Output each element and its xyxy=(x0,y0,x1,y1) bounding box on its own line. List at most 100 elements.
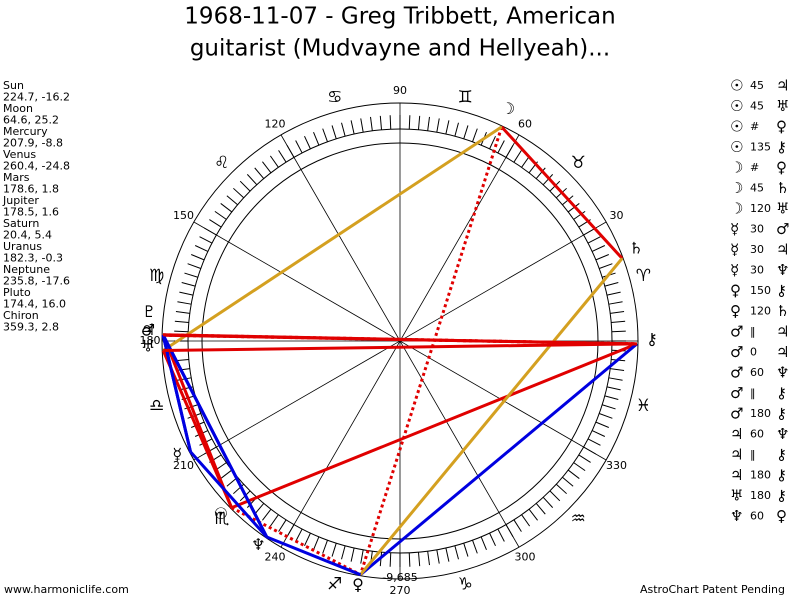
aspect-type: 60 xyxy=(750,510,764,523)
degree-label: 90 xyxy=(393,84,407,97)
planet-name: Jupiter xyxy=(2,194,39,207)
aspect-line xyxy=(359,126,504,576)
degree-tick xyxy=(341,122,346,137)
zodiac-sign: ♊ xyxy=(458,88,473,108)
zodiac-sign: ♓ xyxy=(636,396,651,416)
aspect-type: 120 xyxy=(750,305,771,318)
zodiac-sign: ♏ xyxy=(214,509,229,529)
planet-glyph: ⚷ xyxy=(646,330,658,349)
aspect-from: ♃ xyxy=(730,466,743,484)
aspect-line xyxy=(162,125,503,352)
aspect-to: ♆ xyxy=(776,364,789,382)
degree-label: 60 xyxy=(518,117,532,130)
aspect-to: ♅ xyxy=(776,97,789,115)
degree-tick xyxy=(246,174,258,186)
aspect-type: 45 xyxy=(750,100,764,113)
aspect-line xyxy=(500,125,624,260)
footer-link[interactable]: www.harmoniclife.com xyxy=(4,583,129,596)
aspect-to: ♃ xyxy=(776,343,789,361)
degree-tick xyxy=(604,395,619,400)
aspect-to: ⚷ xyxy=(776,487,787,505)
aspect-to: ♃ xyxy=(776,241,789,259)
aspect-type: 30 xyxy=(750,264,764,277)
degree-tick xyxy=(313,132,320,146)
degree-tick xyxy=(350,120,355,135)
aspect-type: ‖ xyxy=(750,448,756,461)
aspect-type: 0 xyxy=(750,346,757,359)
planet-name: Venus xyxy=(3,148,36,161)
planet-glyph: ♃ xyxy=(141,320,155,339)
degree-tick xyxy=(220,203,233,213)
degree-tick xyxy=(174,320,189,324)
aspect-from: ♀ xyxy=(730,302,741,320)
aspect-from: ☿ xyxy=(730,220,739,238)
aspect-type: 30 xyxy=(750,223,764,236)
degree-tick xyxy=(528,508,538,521)
aspect-to: ♆ xyxy=(776,425,789,443)
degree-tick xyxy=(350,547,355,562)
aspect-to: ⚷ xyxy=(776,282,787,300)
planet-name: Moon xyxy=(3,102,33,115)
degree-tick xyxy=(436,118,440,133)
degree-tick xyxy=(181,282,196,287)
degree-tick xyxy=(445,120,450,135)
aspect-type: 120 xyxy=(750,202,771,215)
degree-tick xyxy=(489,135,496,150)
degree-tick xyxy=(379,115,383,130)
planet-glyph: ♅ xyxy=(141,337,155,356)
aspect-to: ♂ xyxy=(776,220,789,238)
aspect-line xyxy=(161,334,193,453)
aspect-line xyxy=(359,342,638,576)
title-line: 1968-11-07 - Greg Tribbett, American xyxy=(184,4,615,30)
aspect-to: ⚷ xyxy=(776,405,787,423)
degree-tick xyxy=(184,272,198,278)
aspect-line xyxy=(163,333,638,346)
degree-tick xyxy=(322,540,328,554)
degree-tick xyxy=(606,291,621,296)
degree-tick xyxy=(610,311,625,314)
degree-tick xyxy=(278,150,287,163)
planet-coords: 224.7, -16.2 xyxy=(3,91,70,104)
degree-tick xyxy=(191,254,205,261)
degree-tick xyxy=(513,519,522,532)
degree-label: 150 xyxy=(173,209,194,222)
aspect-to: ♀ xyxy=(776,507,787,525)
degree-tick xyxy=(177,301,192,305)
aspect-type: ‖ xyxy=(750,387,756,400)
degree-tick xyxy=(521,514,531,527)
degree-tick xyxy=(278,519,287,532)
degree-label: 270 xyxy=(390,584,411,597)
aspect-line xyxy=(163,342,638,353)
degree-tick xyxy=(179,291,194,296)
aspect-to: ⚷ xyxy=(776,138,787,156)
aspect-to: ⚷ xyxy=(776,384,787,402)
aspect-to: ♄ xyxy=(776,179,789,197)
aspect-from: ♆ xyxy=(730,507,743,525)
degree-tick xyxy=(199,236,213,244)
footer-note: AstroChart Patent Pending xyxy=(640,583,785,596)
aspect-from: ♀ xyxy=(730,282,741,300)
degree-tick xyxy=(408,115,411,130)
aspect-type: 45 xyxy=(750,182,764,195)
degree-tick xyxy=(463,543,469,557)
planet-glyph: ♇ xyxy=(142,302,156,321)
planet-glyph: ♄ xyxy=(629,239,643,258)
degree-tick xyxy=(497,528,505,542)
planet-coords: 207.9, -8.8 xyxy=(3,137,63,150)
degree-tick xyxy=(549,490,561,502)
degree-tick xyxy=(513,150,522,163)
degree-tick xyxy=(573,210,586,220)
aspect-to: ⚷ xyxy=(776,466,787,484)
degree-label: 210 xyxy=(173,459,194,472)
degree-tick xyxy=(604,282,619,287)
aspect-line xyxy=(359,257,624,576)
degree-tick xyxy=(239,180,251,192)
planet-coords: 178.5, 1.6 xyxy=(3,206,59,219)
degree-tick xyxy=(567,469,580,479)
degree-tick xyxy=(427,116,430,131)
planet-name: Pluto xyxy=(3,286,31,299)
degree-tick xyxy=(304,135,311,150)
